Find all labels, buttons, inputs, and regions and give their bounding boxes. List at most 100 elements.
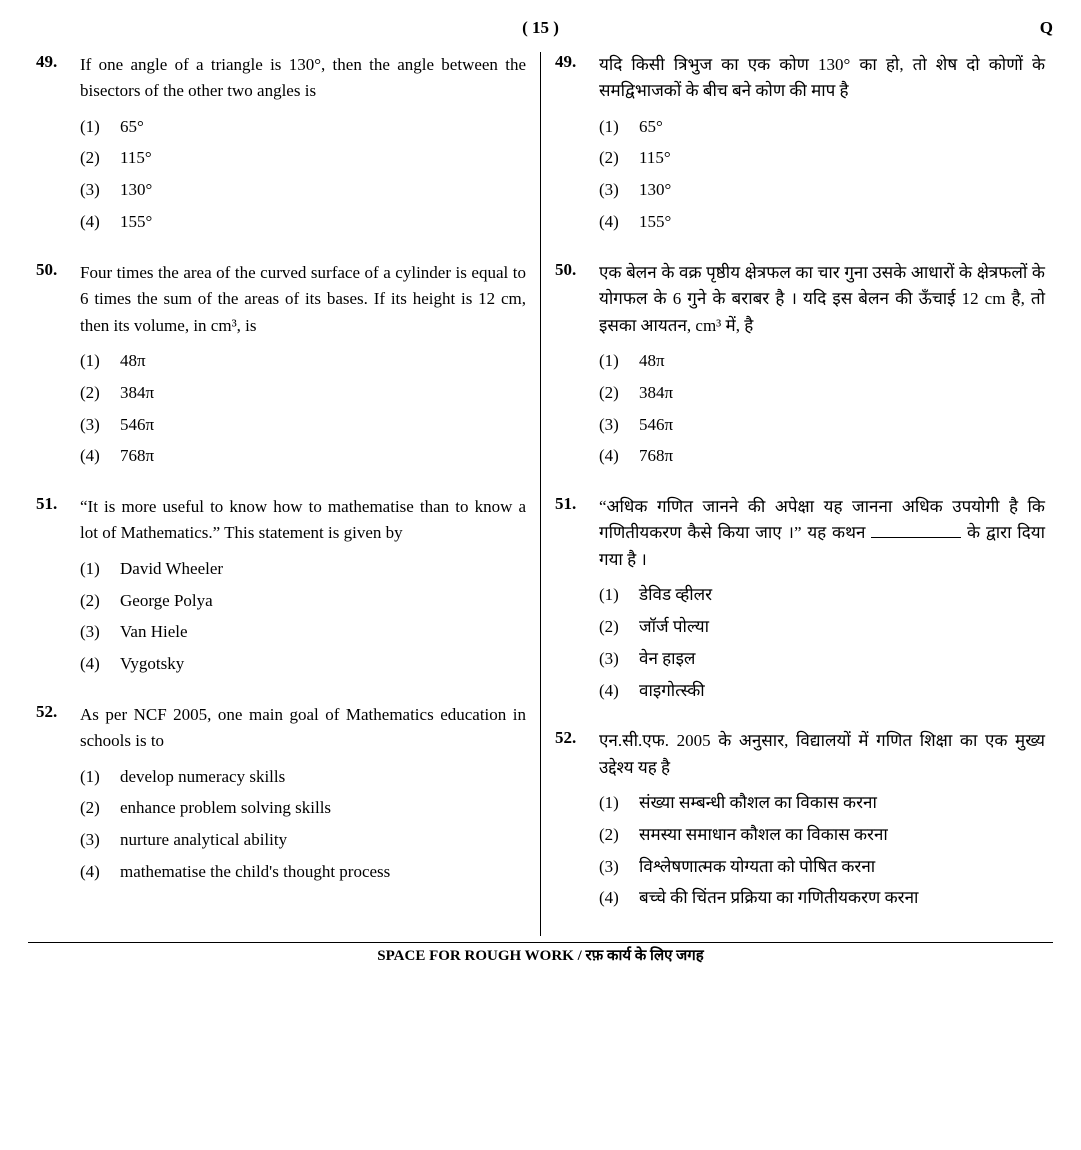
option-text: 546π <box>639 413 673 437</box>
option-number: (1) <box>80 557 120 581</box>
option-number: (2) <box>80 796 120 820</box>
option-text: mathematise the child's thought process <box>120 860 390 884</box>
option-number: (4) <box>599 210 639 234</box>
option-text: वेन हाइल <box>639 647 695 671</box>
question-text: एक बेलन के वक्र पृष्ठीय क्षेत्रफल का चार… <box>599 260 1045 339</box>
question-body: एन.सी.एफ. 2005 के अनुसार, विद्यालयों में… <box>599 728 1045 918</box>
option[interactable]: (2)384π <box>599 381 1045 405</box>
option-number: (4) <box>599 444 639 468</box>
question-number: 52. <box>36 702 80 892</box>
option-text: Van Hiele <box>120 620 188 644</box>
option-text: David Wheeler <box>120 557 223 581</box>
option-number: (2) <box>599 146 639 170</box>
option[interactable]: (3)Van Hiele <box>80 620 526 644</box>
option[interactable]: (2)384π <box>80 381 526 405</box>
option-number: (2) <box>599 823 639 847</box>
option[interactable]: (2)115° <box>599 146 1045 170</box>
question-body: Four times the area of the curved surfac… <box>80 260 526 476</box>
option-text: nurture analytical ability <box>120 828 287 852</box>
option-number: (4) <box>599 886 639 910</box>
question-number: 49. <box>555 52 599 242</box>
footer-rule <box>28 942 1053 943</box>
option[interactable]: (2)enhance problem solving skills <box>80 796 526 820</box>
option[interactable]: (3)nurture analytical ability <box>80 828 526 852</box>
option[interactable]: (1)65° <box>599 115 1045 139</box>
option-text: 115° <box>639 146 671 170</box>
option-text: 65° <box>120 115 144 139</box>
option-number: (1) <box>599 583 639 607</box>
option[interactable]: (4)mathematise the child's thought proce… <box>80 860 526 884</box>
option[interactable]: (4)768π <box>599 444 1045 468</box>
option[interactable]: (2)समस्या समाधान कौशल का विकास करना <box>599 823 1045 847</box>
option[interactable]: (1)48π <box>599 349 1045 373</box>
option-number: (4) <box>80 444 120 468</box>
option[interactable]: (2)115° <box>80 146 526 170</box>
option[interactable]: (4)155° <box>599 210 1045 234</box>
option-number: (2) <box>80 589 120 613</box>
option-number: (2) <box>80 146 120 170</box>
option[interactable]: (1)David Wheeler <box>80 557 526 581</box>
option-text: enhance problem solving skills <box>120 796 331 820</box>
option[interactable]: (4)Vygotsky <box>80 652 526 676</box>
option[interactable]: (4)155° <box>80 210 526 234</box>
page-header: ( 15 ) Q <box>28 18 1053 38</box>
question-body: “अधिक गणित जानने की अपेक्षा यह जानना अधि… <box>599 494 1045 710</box>
option-number: (4) <box>80 652 120 676</box>
question-body: एक बेलन के वक्र पृष्ठीय क्षेत्रफल का चार… <box>599 260 1045 476</box>
option[interactable]: (4)वाइगोत्स्की <box>599 679 1045 703</box>
question-text: Four times the area of the curved surfac… <box>80 260 526 339</box>
option-text: संख्या सम्बन्धी कौशल का विकास करना <box>639 791 877 815</box>
option[interactable]: (1)डेविड व्हीलर <box>599 583 1045 607</box>
option-number: (2) <box>80 381 120 405</box>
option-number: (3) <box>80 413 120 437</box>
question: 51.“It is more useful to know how to mat… <box>36 494 526 684</box>
option-number: (3) <box>599 855 639 879</box>
option[interactable]: (3)130° <box>80 178 526 202</box>
option[interactable]: (4)768π <box>80 444 526 468</box>
option-text: 768π <box>639 444 673 468</box>
option-text: 155° <box>120 210 152 234</box>
english-column: 49.If one angle of a triangle is 130°, t… <box>28 52 541 936</box>
option[interactable]: (2)जॉर्ज पोल्या <box>599 615 1045 639</box>
option[interactable]: (3)546π <box>599 413 1045 437</box>
option-text: 768π <box>120 444 154 468</box>
question-number: 50. <box>36 260 80 476</box>
option-text: 48π <box>120 349 146 373</box>
option[interactable]: (2)George Polya <box>80 589 526 613</box>
question-body: “It is more useful to know how to mathem… <box>80 494 526 684</box>
option[interactable]: (3)वेन हाइल <box>599 647 1045 671</box>
option-number: (3) <box>599 647 639 671</box>
fill-blank <box>871 537 961 538</box>
option-text: George Polya <box>120 589 213 613</box>
question: 49.If one angle of a triangle is 130°, t… <box>36 52 526 242</box>
option-text: 546π <box>120 413 154 437</box>
option-text: बच्चे की चिंतन प्रक्रिया का गणितीयकरण कर… <box>639 886 918 910</box>
option[interactable]: (4)बच्चे की चिंतन प्रक्रिया का गणितीयकरण… <box>599 886 1045 910</box>
question-number: 51. <box>36 494 80 684</box>
option[interactable]: (1)48π <box>80 349 526 373</box>
question-text: एन.सी.एफ. 2005 के अनुसार, विद्यालयों में… <box>599 728 1045 781</box>
option[interactable]: (3)130° <box>599 178 1045 202</box>
option[interactable]: (1)संख्या सम्बन्धी कौशल का विकास करना <box>599 791 1045 815</box>
option-number: (4) <box>599 679 639 703</box>
question: 49.यदि किसी त्रिभुज का एक कोण 130° का हो… <box>555 52 1045 242</box>
option-number: (3) <box>80 620 120 644</box>
question-body: If one angle of a triangle is 130°, then… <box>80 52 526 242</box>
question: 51.“अधिक गणित जानने की अपेक्षा यह जानना … <box>555 494 1045 710</box>
option-text: 130° <box>639 178 671 202</box>
option[interactable]: (1)65° <box>80 115 526 139</box>
option-text: 115° <box>120 146 152 170</box>
option[interactable]: (3)546π <box>80 413 526 437</box>
option-text: 130° <box>120 178 152 202</box>
question-text: “It is more useful to know how to mathem… <box>80 494 526 547</box>
question-text: “अधिक गणित जानने की अपेक्षा यह जानना अधि… <box>599 494 1045 573</box>
option[interactable]: (1)develop numeracy skills <box>80 765 526 789</box>
question-body: यदि किसी त्रिभुज का एक कोण 130° का हो, त… <box>599 52 1045 242</box>
question: 50.एक बेलन के वक्र पृष्ठीय क्षेत्रफल का … <box>555 260 1045 476</box>
question-text: As per NCF 2005, one main goal of Mathem… <box>80 702 526 755</box>
option[interactable]: (3)विश्लेषणात्मक योग्यता को पोषित करना <box>599 855 1045 879</box>
question-text: If one angle of a triangle is 130°, then… <box>80 52 526 105</box>
option-number: (1) <box>80 765 120 789</box>
option-number: (3) <box>599 178 639 202</box>
option-number: (1) <box>80 349 120 373</box>
